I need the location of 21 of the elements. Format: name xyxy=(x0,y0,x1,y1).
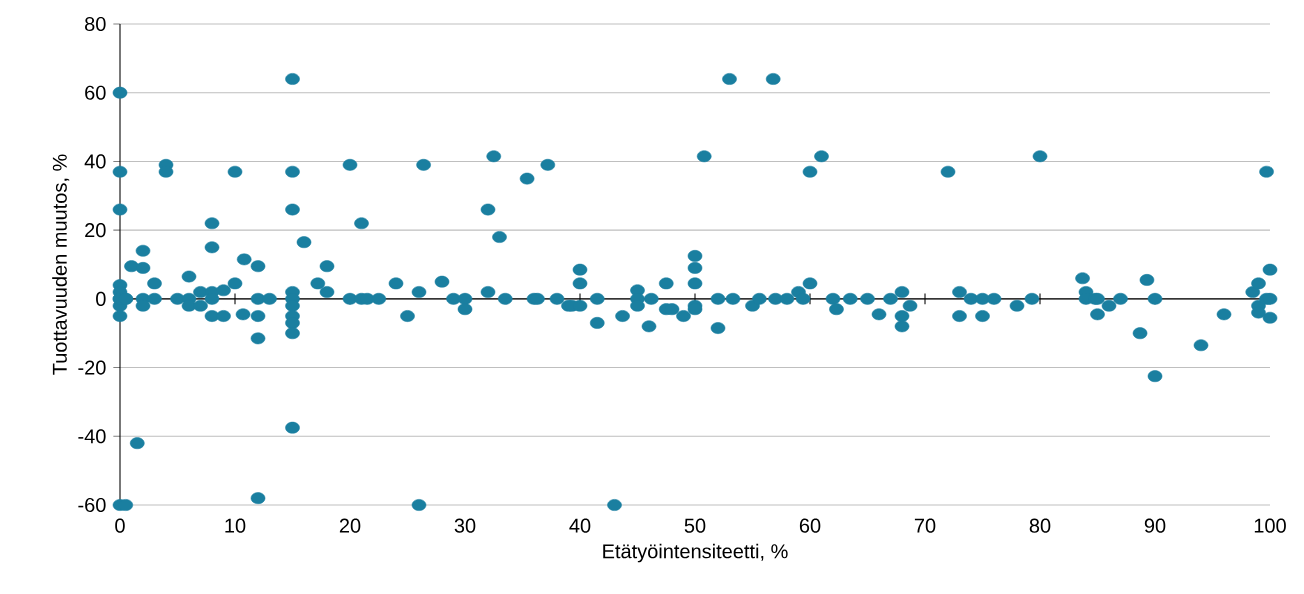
x-tick-label: 30 xyxy=(454,518,476,533)
y-tick-label: 20 xyxy=(85,223,106,238)
y-tick-label: 80 xyxy=(85,16,106,32)
x-tick-label: 50 xyxy=(684,518,706,533)
x-tick-label: 60 xyxy=(799,518,821,533)
x-tick-label: 40 xyxy=(569,518,591,533)
x-tick-label: 80 xyxy=(1029,518,1051,533)
y-tick-label: 40 xyxy=(84,154,106,169)
x-tick-label: 10 xyxy=(225,518,246,533)
x-axis-title: Etätyöintensiteetti, % xyxy=(603,543,788,563)
y-tick-label: 60 xyxy=(85,85,106,100)
x-tick-label: 90 xyxy=(1144,518,1166,533)
x-tick-label: 20 xyxy=(339,518,361,533)
x-tick-label: 100 xyxy=(1254,518,1286,533)
y-tick-label: -20 xyxy=(78,360,106,375)
y-tick-label: -60 xyxy=(78,497,106,513)
y-tick-label: 0 xyxy=(96,291,106,306)
y-axis-title: Tuottavuuden muutos, % xyxy=(52,154,70,375)
x-tick-label: 0 xyxy=(115,518,125,533)
y-tick-label: -40 xyxy=(78,429,106,444)
x-tick-label: 70 xyxy=(914,518,936,533)
